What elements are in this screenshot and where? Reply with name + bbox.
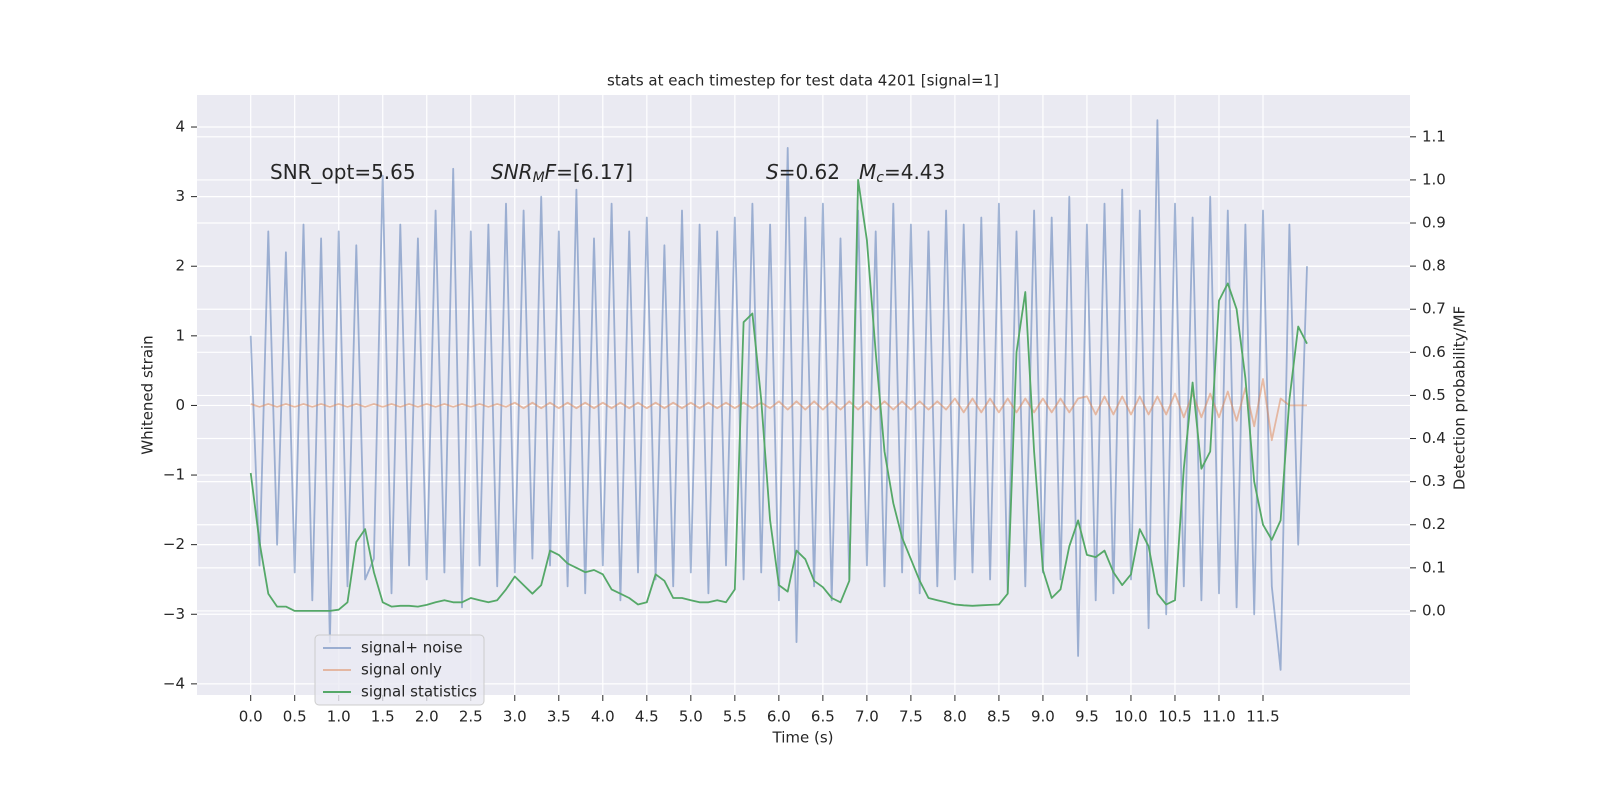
y-tick-label: 1: [175, 326, 185, 344]
x-tick-label: 1.5: [371, 708, 395, 726]
x-tick-label: 6.0: [767, 708, 791, 726]
x-tick-label: 8.0: [943, 708, 967, 726]
annotation-part: =4.43: [884, 160, 945, 184]
legend-label: signal+ noise: [361, 639, 463, 657]
y-tick-label: −2: [163, 535, 185, 553]
y2-tick-label: 0.7: [1422, 300, 1446, 318]
x-tick-label: 1.0: [327, 708, 351, 726]
series-line: [250, 378, 1307, 442]
x-tick-label: 0.5: [283, 708, 307, 726]
chart-title: stats at each timestep for test data 420…: [607, 72, 999, 90]
annotation-part: c: [876, 170, 884, 186]
y-axis-label: Whitened strain: [139, 335, 157, 454]
y-tick-label: −1: [163, 466, 185, 484]
legend: signal+ noise signal only signal statistic…: [314, 634, 485, 706]
x-tick-label: 3.0: [503, 708, 527, 726]
x-tick-label: 5.0: [679, 708, 703, 726]
x-tick-label: 3.5: [547, 708, 571, 726]
x-tick-label: 4.5: [635, 708, 659, 726]
y-tick-label: 2: [175, 257, 185, 275]
y-tick-label: 3: [175, 187, 185, 205]
y2-tick-label: 1.1: [1422, 127, 1446, 145]
series-line: [249, 119, 1308, 671]
x-tick-label: 9.5: [1075, 708, 1099, 726]
y2-tick-label: 0.5: [1422, 386, 1446, 404]
y2-tick-label: 0.3: [1422, 472, 1446, 490]
x-tick-label: 8.5: [987, 708, 1011, 726]
x-tick-label: 0.0: [239, 708, 263, 726]
x-tick-label: 9.0: [1031, 708, 1055, 726]
y2-tick-label: 1.0: [1422, 170, 1446, 188]
x-tick-label: 7.5: [899, 708, 923, 726]
lines: [249, 119, 1308, 671]
annotation-part: F: [545, 160, 557, 184]
y-tick-label: −4: [163, 674, 185, 692]
x-axis-label: Time (s): [772, 729, 834, 747]
x-tick-label: 4.0: [591, 708, 615, 726]
y-tick-label: 0: [175, 396, 185, 414]
x-tick-label: 11.0: [1202, 708, 1235, 726]
y-tick-label: 4: [175, 118, 185, 136]
legend-label: signal statistics: [361, 683, 477, 701]
y2-tick-label: 0.9: [1422, 214, 1446, 232]
y-tick-label: −3: [163, 605, 185, 623]
y2-axis-label: Detection probability/MF: [1451, 306, 1469, 490]
annotation-part: SNR: [491, 160, 533, 184]
y2-tick-label: 0.8: [1422, 257, 1446, 275]
x-tick-label: 2.0: [415, 708, 439, 726]
x-tick-label: 10.0: [1114, 708, 1147, 726]
series-line: [249, 179, 1308, 612]
annotation-part: SNR_opt=5.65: [270, 160, 416, 184]
annotation-part: M: [533, 170, 545, 186]
x-tick-label: 2.5: [459, 708, 483, 726]
annotation-part: M: [859, 160, 876, 184]
legend-box: [314, 634, 485, 706]
annotation-part: S: [766, 160, 779, 184]
legend-label: signal only: [361, 661, 442, 679]
annotation: SNR_opt=5.65: [270, 160, 416, 184]
annotation: S=0.62: [766, 160, 840, 184]
x-tick-label: 5.5: [723, 708, 747, 726]
y2-tick-label: 0.4: [1422, 429, 1446, 447]
y2-tick-label: 0.0: [1422, 601, 1446, 619]
x-tick-label: 7.0: [855, 708, 879, 726]
annotation: Mc=4.43: [859, 160, 945, 187]
axes: 0.0 0.5 1.0 1.5 2.0 2.5 3.0 3.5 4.0 4.5 5.0 5.5 6.0 6…: [163, 118, 1446, 726]
x-tick-label: 11.5: [1246, 708, 1279, 726]
y2-tick-label: 0.2: [1422, 515, 1446, 533]
x-tick-label: 6.5: [811, 708, 835, 726]
annotation: SNRMF=[6.17]: [491, 160, 633, 187]
annotation-part: =[6.17]: [556, 160, 633, 184]
y2-tick-label: 0.6: [1422, 343, 1446, 361]
y2-tick-label: 0.1: [1422, 558, 1446, 576]
annotation-part: =0.62: [779, 160, 840, 184]
x-tick-label: 10.5: [1158, 708, 1191, 726]
